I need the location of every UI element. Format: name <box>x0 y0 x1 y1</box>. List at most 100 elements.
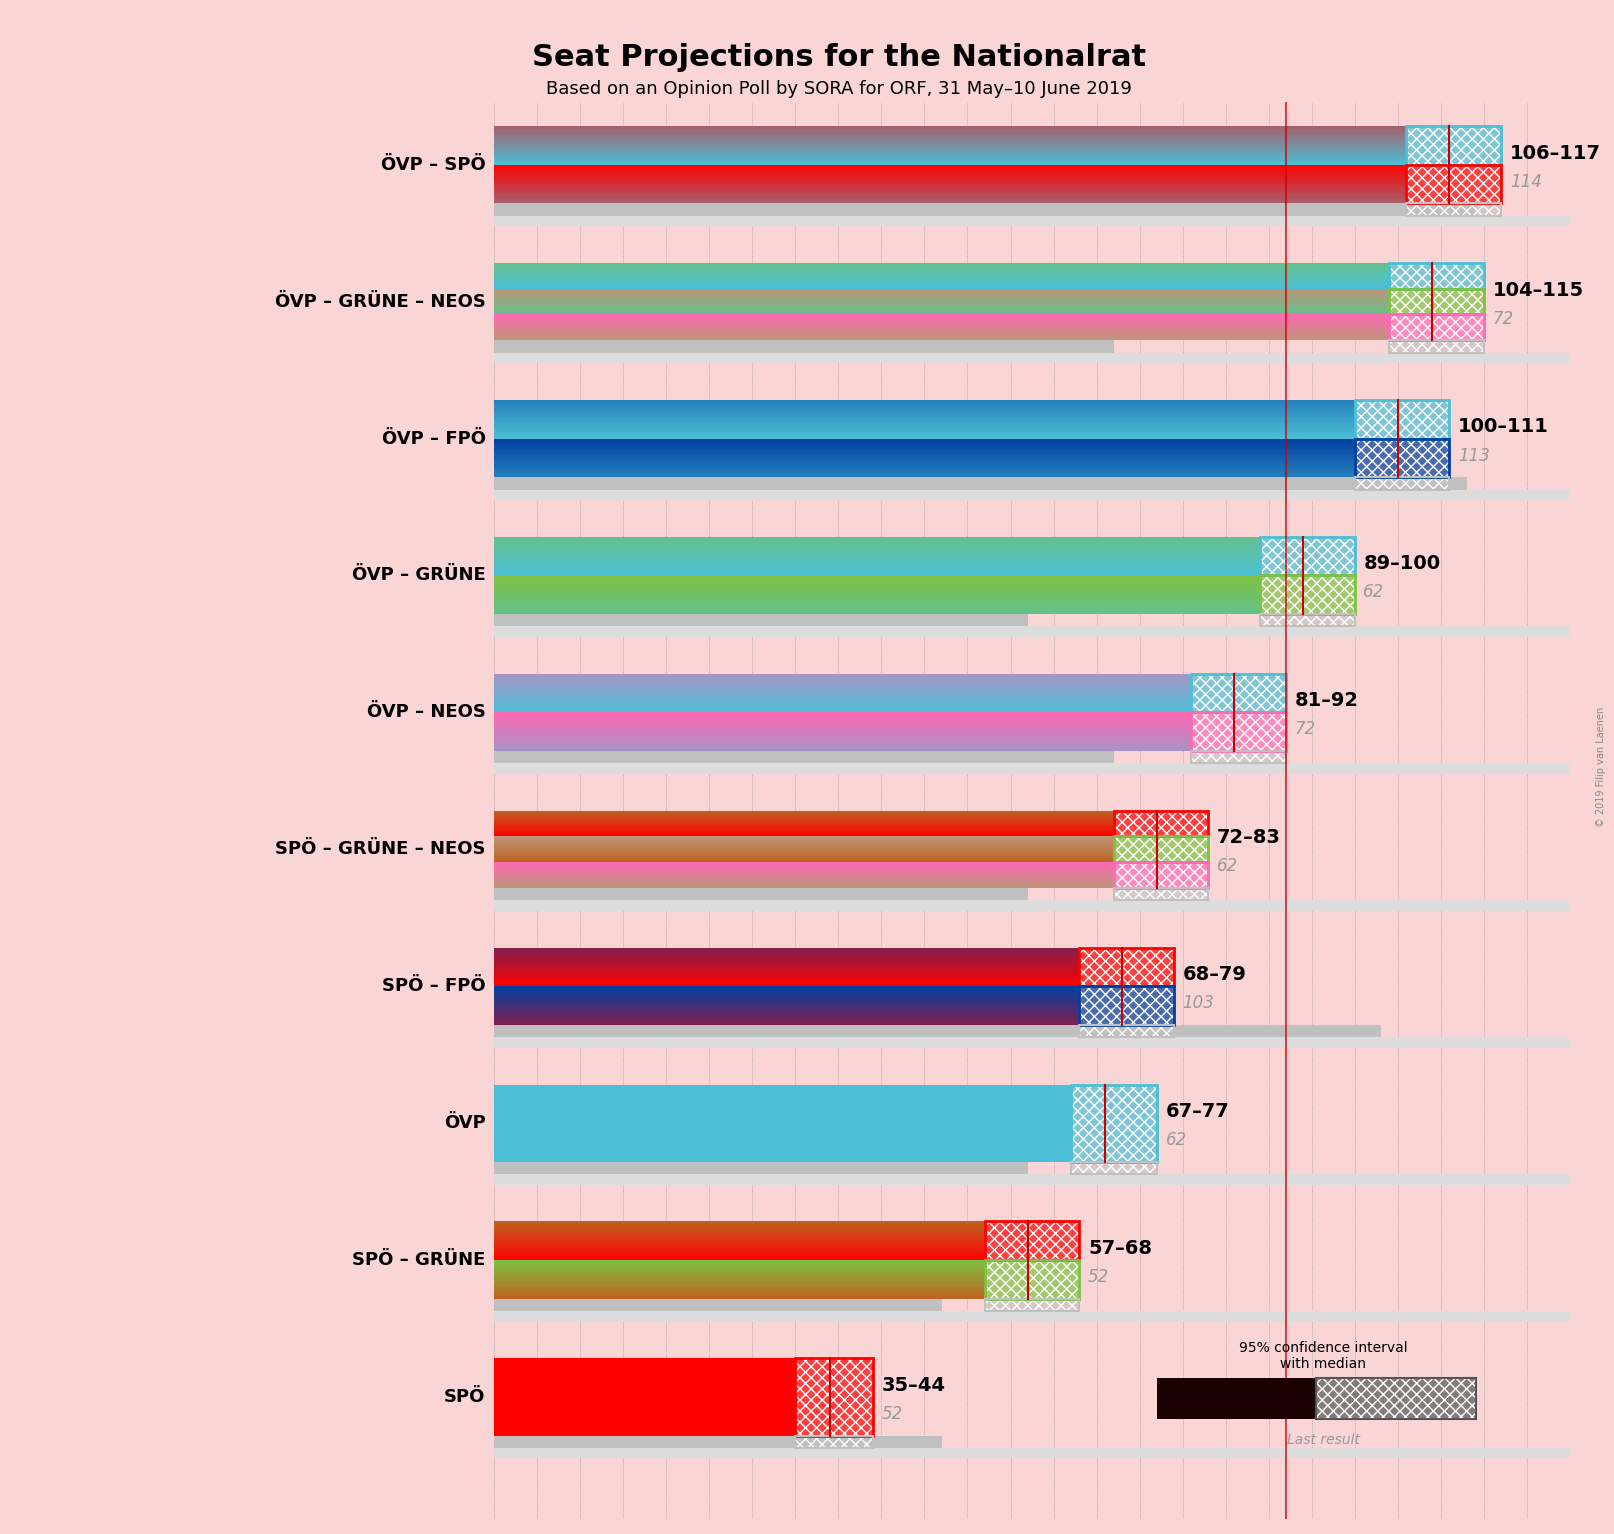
Text: ÖVP – FPÖ: ÖVP – FPÖ <box>381 430 486 448</box>
Bar <box>494 353 1570 364</box>
Bar <box>1390 262 1483 288</box>
Text: 114: 114 <box>1509 173 1541 190</box>
Bar <box>494 489 1570 500</box>
Text: 81–92: 81–92 <box>1294 692 1359 710</box>
Text: 113: 113 <box>1457 446 1490 465</box>
Bar <box>1406 126 1501 164</box>
Bar <box>494 1174 1570 1184</box>
Bar <box>1114 811 1209 836</box>
Bar <box>1080 1025 1173 1037</box>
Bar <box>1191 673 1286 712</box>
Text: 95% confidence interval
with median: 95% confidence interval with median <box>1240 1341 1407 1371</box>
Text: 72: 72 <box>1294 721 1315 738</box>
Bar <box>1070 1085 1157 1161</box>
Bar <box>985 1299 1080 1312</box>
Bar <box>1390 314 1483 341</box>
Text: SPÖ – GRÜNE: SPÖ – GRÜNE <box>352 1252 486 1269</box>
Text: 62: 62 <box>1217 858 1238 876</box>
Bar <box>796 1359 873 1436</box>
Bar <box>1157 1378 1317 1419</box>
Bar <box>494 1312 1570 1321</box>
Bar <box>1354 439 1449 477</box>
Bar <box>1114 888 1209 900</box>
Bar <box>985 1221 1080 1259</box>
Bar <box>1390 262 1483 288</box>
Bar <box>1070 1085 1157 1161</box>
Bar <box>1261 537 1354 575</box>
Bar <box>1354 400 1449 439</box>
Bar <box>1261 575 1354 614</box>
Bar <box>1317 1378 1477 1419</box>
Text: 68–79: 68–79 <box>1183 965 1246 985</box>
Bar <box>1354 477 1449 489</box>
Bar <box>985 1221 1080 1259</box>
Bar <box>1080 986 1173 1025</box>
Bar <box>1114 836 1209 862</box>
Text: 104–115: 104–115 <box>1493 281 1583 299</box>
Bar <box>1390 314 1483 341</box>
Text: 72: 72 <box>1493 310 1514 328</box>
Bar <box>1080 948 1173 986</box>
Text: 35–44: 35–44 <box>881 1376 946 1394</box>
Bar <box>1406 204 1501 216</box>
Bar <box>1191 752 1286 764</box>
Bar <box>1390 341 1483 353</box>
Bar <box>1114 888 1209 900</box>
Bar <box>1114 862 1209 888</box>
Bar <box>1317 1378 1477 1419</box>
Bar <box>1080 1025 1173 1037</box>
Text: ÖVP – GRÜNE – NEOS: ÖVP – GRÜNE – NEOS <box>274 293 486 310</box>
Text: 67–77: 67–77 <box>1165 1101 1230 1121</box>
Bar <box>1406 126 1501 164</box>
Bar <box>494 888 1028 900</box>
Bar <box>796 1359 873 1436</box>
Text: Seat Projections for the Nationalrat: Seat Projections for the Nationalrat <box>533 43 1146 72</box>
Bar <box>1070 1161 1157 1174</box>
Bar <box>1390 288 1483 314</box>
Text: © 2019 Filip van Laenen: © 2019 Filip van Laenen <box>1596 707 1606 827</box>
Bar <box>494 477 1467 489</box>
Text: ÖVP – SPÖ: ÖVP – SPÖ <box>381 155 486 173</box>
Bar <box>1261 575 1354 614</box>
Bar <box>494 204 1475 216</box>
Text: 103: 103 <box>1183 994 1215 1012</box>
Bar <box>1070 1161 1157 1174</box>
Bar <box>985 1259 1080 1299</box>
Bar <box>1191 752 1286 764</box>
Text: 72–83: 72–83 <box>1217 828 1282 847</box>
Bar <box>1261 575 1354 614</box>
Bar <box>1354 439 1449 477</box>
Bar <box>1406 164 1501 204</box>
Text: ÖVP – GRÜNE: ÖVP – GRÜNE <box>352 566 486 584</box>
Bar <box>1114 862 1209 888</box>
Bar <box>1261 537 1354 575</box>
Bar <box>1354 477 1449 489</box>
Bar <box>1070 1085 1157 1161</box>
Bar <box>1406 126 1501 164</box>
Bar <box>494 1299 941 1312</box>
Bar <box>1390 288 1483 314</box>
Text: 62: 62 <box>1165 1131 1186 1149</box>
Bar <box>796 1359 873 1436</box>
Text: SPÖ: SPÖ <box>444 1388 486 1407</box>
Bar <box>1261 614 1354 626</box>
Bar <box>1406 204 1501 216</box>
Bar <box>1191 712 1286 752</box>
Bar <box>985 1299 1080 1312</box>
Bar <box>1114 888 1209 900</box>
Bar <box>1406 204 1501 216</box>
Text: Last result: Last result <box>1286 1433 1361 1447</box>
Bar <box>985 1221 1080 1259</box>
Bar <box>1354 400 1449 439</box>
Bar <box>796 1436 873 1448</box>
Bar <box>1080 948 1173 986</box>
Text: SPÖ – FPÖ: SPÖ – FPÖ <box>383 977 486 996</box>
Bar <box>494 1436 941 1448</box>
Bar <box>1390 314 1483 341</box>
Bar <box>985 1299 1080 1312</box>
Bar <box>1261 614 1354 626</box>
Bar <box>1114 862 1209 888</box>
Text: 62: 62 <box>1364 583 1385 601</box>
Bar <box>1191 673 1286 712</box>
Text: 52: 52 <box>881 1405 902 1424</box>
